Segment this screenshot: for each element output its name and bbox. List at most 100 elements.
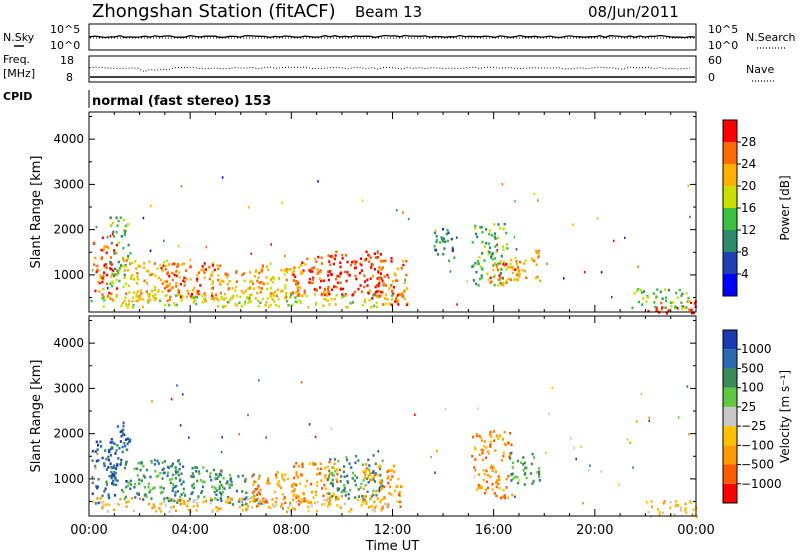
range-time-cell — [220, 473, 223, 477]
range-time-cell — [212, 298, 215, 302]
range-time-cell — [648, 419, 651, 423]
range-time-cell — [107, 493, 110, 496]
range-time-cell — [224, 296, 227, 300]
range-time-cell — [228, 298, 231, 301]
nave-label: Nave — [746, 63, 774, 76]
range-time-cell — [154, 274, 157, 278]
range-time-cell — [172, 505, 175, 508]
range-time-cell — [439, 241, 442, 244]
range-time-cell — [379, 499, 382, 502]
range-time-cell — [337, 497, 340, 501]
x-tick-label: 00:00 — [677, 523, 714, 538]
nsky-strip-frame — [88, 23, 697, 51]
range-time-cell — [100, 248, 103, 252]
range-time-cell — [266, 297, 269, 300]
range-time-cell — [316, 467, 319, 470]
range-time-cell — [448, 259, 451, 263]
range-time-cell — [374, 285, 377, 289]
range-time-cell — [492, 467, 496, 470]
range-time-cell — [359, 486, 362, 489]
range-time-cell — [399, 505, 402, 508]
range-time-cell — [209, 497, 212, 500]
range-time-cell — [113, 249, 116, 252]
range-time-cell — [110, 263, 113, 266]
range-time-cell — [160, 266, 163, 270]
range-time-cell — [172, 487, 175, 490]
range-time-cell — [369, 497, 372, 501]
range-time-cell — [442, 237, 446, 240]
range-time-cell — [485, 241, 488, 245]
range-time-cell — [292, 273, 295, 277]
range-time-cell — [220, 499, 223, 503]
range-time-cell — [326, 274, 330, 277]
colorbar-segment — [723, 368, 737, 388]
range-time-cell — [317, 255, 320, 259]
range-time-cell — [505, 486, 508, 489]
range-time-cell — [489, 443, 492, 447]
range-time-cell — [516, 267, 519, 271]
range-time-cell — [124, 230, 127, 233]
range-time-cell — [393, 470, 396, 474]
range-time-cell — [685, 511, 688, 514]
range-time-cell — [364, 463, 368, 466]
range-time-cell — [249, 300, 252, 303]
range-time-cell — [260, 281, 263, 284]
range-time-cell — [520, 461, 523, 464]
range-time-cell — [367, 475, 370, 479]
freq-strip-frame — [88, 55, 697, 83]
range-time-cell — [478, 434, 481, 438]
range-time-cell — [218, 282, 221, 285]
range-time-cell — [310, 490, 313, 494]
range-time-cell — [252, 500, 255, 503]
range-time-cell — [161, 468, 164, 472]
range-time-cell — [348, 462, 351, 465]
range-time-cell — [377, 271, 380, 274]
range-time-cell — [366, 284, 369, 287]
range-time-cell — [499, 272, 503, 275]
range-time-cell — [261, 267, 264, 270]
range-time-cell — [340, 494, 343, 498]
range-time-cell — [106, 282, 109, 286]
x-tick-label: 00:00 — [70, 523, 107, 538]
range-time-cell — [113, 273, 117, 276]
range-time-cell — [367, 481, 370, 484]
range-time-cell — [320, 479, 323, 482]
range-time-cell — [348, 274, 351, 277]
range-time-cell — [535, 249, 538, 253]
colorbar-segment — [723, 445, 737, 465]
range-time-cell — [176, 470, 179, 474]
range-time-cell — [450, 237, 453, 241]
range-time-cell — [324, 487, 327, 491]
range-time-cell — [113, 474, 116, 477]
range-time-cell — [392, 286, 396, 289]
range-time-cell — [466, 280, 468, 283]
range-time-cell — [295, 494, 298, 497]
range-time-cell — [476, 235, 479, 239]
range-time-cell — [163, 261, 166, 264]
range-time-cell — [497, 223, 500, 226]
range-time-cell — [168, 303, 171, 307]
range-time-cell — [115, 295, 118, 299]
range-time-cell — [647, 310, 650, 313]
range-time-cell — [477, 473, 480, 476]
range-time-cell — [101, 494, 104, 498]
range-time-cell — [314, 301, 318, 305]
range-time-cell — [328, 502, 331, 505]
y-axis-label: Slant Range [km] — [29, 156, 44, 269]
range-time-cell — [191, 472, 194, 475]
range-time-cell — [496, 262, 499, 266]
range-time-cell — [344, 490, 347, 493]
range-time-cell — [654, 305, 657, 309]
range-time-cell — [536, 275, 539, 279]
range-time-cell — [327, 285, 330, 289]
range-time-cell — [664, 296, 667, 299]
range-time-cell — [363, 280, 367, 283]
range-time-cell — [665, 299, 668, 303]
range-time-cell — [492, 268, 495, 272]
range-time-cell — [97, 459, 100, 462]
range-time-cell — [151, 487, 154, 490]
beam-label: Beam 13 — [355, 3, 422, 21]
range-time-cell — [217, 278, 220, 282]
range-time-cell — [329, 458, 332, 461]
range-time-cell — [363, 495, 366, 498]
